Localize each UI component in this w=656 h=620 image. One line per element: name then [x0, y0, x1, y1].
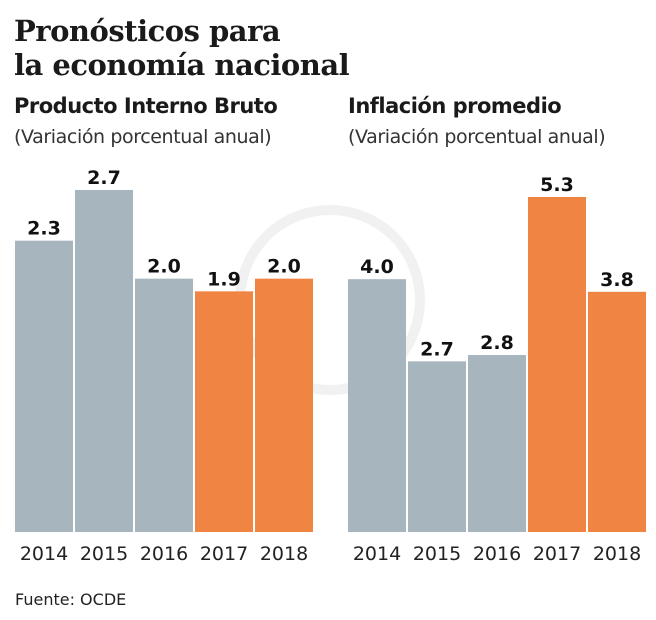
- data-label: 2.7: [87, 167, 121, 189]
- source-note: Fuente: OCDE: [15, 590, 127, 609]
- page-title: Pronósticos para la economía nacional: [14, 14, 350, 82]
- x-tick-label: 2016: [140, 543, 188, 565]
- bar-2-2018: [588, 291, 646, 532]
- x-tick-label: 2015: [413, 543, 461, 565]
- data-label: 5.3: [540, 174, 574, 196]
- data-label: 2.0: [267, 256, 301, 278]
- bar-1-2017: [195, 291, 253, 532]
- title-line-2: la economía nacional: [14, 48, 350, 82]
- data-label: 2.3: [27, 218, 61, 240]
- bar-2-2015: [408, 361, 466, 532]
- x-tick-label: 2017: [200, 543, 248, 565]
- bar-1-2015: [75, 190, 133, 532]
- data-label: 3.8: [600, 269, 634, 291]
- bar-1-2018: [255, 278, 313, 532]
- title-line-1: Pronósticos para: [14, 14, 281, 48]
- x-tick-label: 2017: [533, 543, 581, 565]
- bar-1-2014: [15, 240, 73, 532]
- data-label: 1.9: [207, 268, 241, 290]
- bar-2-2017: [528, 197, 586, 532]
- chart-2-title: Inflación promedio: [348, 94, 562, 118]
- bar-2-2016: [468, 355, 526, 532]
- bar-2-2014: [348, 279, 406, 532]
- data-label: 2.0: [147, 256, 181, 278]
- x-tick-label: 2018: [593, 543, 641, 565]
- chart-1-title: Producto Interno Bruto: [14, 94, 278, 118]
- x-tick-label: 2018: [260, 543, 308, 565]
- data-label: 2.7: [420, 338, 454, 360]
- x-tick-label: 2014: [353, 543, 401, 565]
- chart-1-subtitle: (Variación porcentual anual): [14, 126, 272, 148]
- x-tick-label: 2014: [20, 543, 68, 565]
- x-tick-label: 2015: [80, 543, 128, 565]
- data-label: 2.8: [480, 332, 514, 354]
- chart-2-subtitle: (Variación porcentual anual): [348, 126, 606, 148]
- x-tick-label: 2016: [473, 543, 521, 565]
- data-label: 4.0: [360, 256, 394, 278]
- bar-1-2016: [135, 278, 193, 532]
